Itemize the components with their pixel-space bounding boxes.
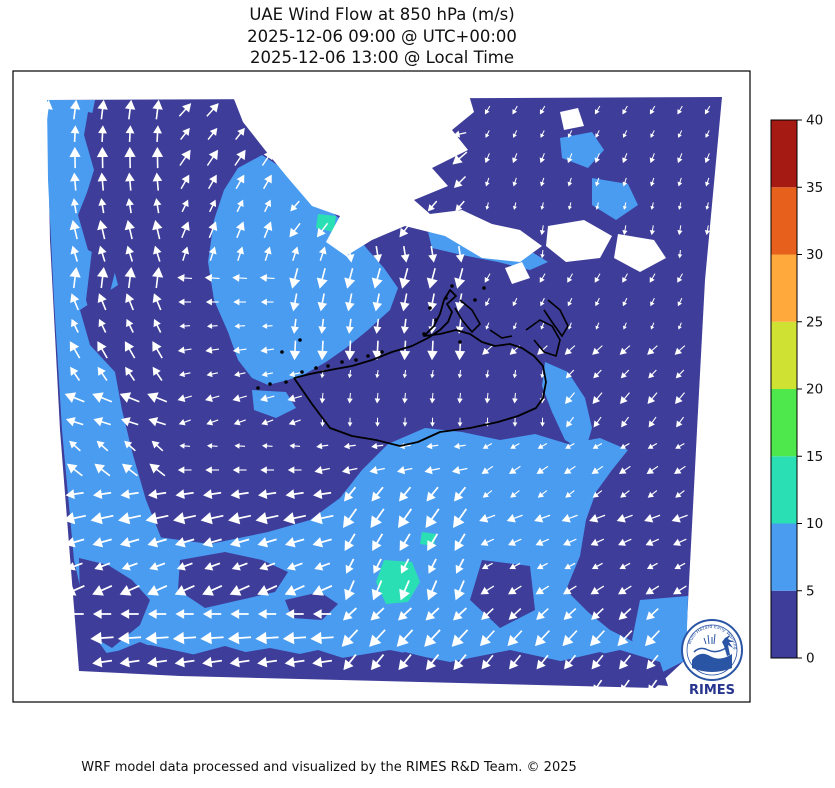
credit-text: WRF model data processed and visualized …	[81, 760, 577, 775]
colorbar-tick-label: 40	[806, 113, 823, 129]
colorbar-tick-label: 30	[806, 247, 823, 263]
island-dot	[354, 358, 358, 362]
island-dot	[268, 382, 272, 386]
colorbar-tick-label: 15	[806, 449, 823, 465]
rimes-palm-graphic	[722, 635, 734, 656]
island-dot	[300, 370, 304, 374]
coast-scribble	[543, 299, 569, 338]
island-dot	[326, 364, 330, 368]
region-gulf-west-band	[47, 100, 170, 645]
island-dot	[473, 298, 477, 302]
region-teal-patch-strait	[316, 214, 336, 232]
rimes-signal-graphic	[703, 633, 716, 645]
colorbar-tick-label: 25	[806, 314, 823, 330]
coast-scribble	[489, 329, 513, 339]
island-dot	[256, 386, 260, 390]
coast-scribble	[525, 319, 561, 358]
island-dot	[340, 360, 344, 364]
region-ne-blob-2	[592, 178, 638, 220]
wind-arrows	[42, 99, 711, 693]
region-dark-bl-block	[79, 558, 150, 648]
region-mask-blob-3	[505, 262, 530, 284]
figure-title: UAE Wind Flow at 850 hPa (m/s)	[249, 5, 515, 24]
coast-scribble	[454, 299, 481, 334]
island-dot	[458, 340, 462, 344]
region-dark-small-blob	[285, 592, 338, 620]
colorbar-tick-label: 0	[806, 651, 815, 667]
colorbar-tick-label: 10	[806, 516, 823, 532]
colorbar-segment	[771, 120, 797, 188]
figure-subtitle-local: 2025-12-06 13:00 @ Local Time	[249, 48, 515, 67]
region-mask-blob-1	[546, 220, 612, 262]
rimes-wave-graphic	[692, 653, 732, 672]
island-dot	[482, 286, 486, 290]
island-dot	[434, 318, 438, 322]
island-dot	[366, 354, 370, 358]
region-dark-bottom-strip	[95, 645, 668, 686]
axes-frame	[12, 70, 751, 703]
region-mask-dot-1	[436, 104, 454, 120]
region-mask-blob-2	[614, 234, 666, 272]
island-dot	[428, 306, 432, 310]
colorbar-segment	[771, 254, 797, 322]
colorbar-segment	[771, 456, 797, 524]
island-dot	[422, 332, 426, 336]
rimes-wordmark: RIMES	[689, 683, 735, 698]
region-east-coast-strip	[542, 362, 592, 452]
colorbar-segment	[771, 389, 797, 457]
colorbar-tick-label: 5	[806, 583, 815, 599]
region-corner-bottom-right	[632, 596, 688, 676]
colorbar-segment	[771, 187, 797, 255]
island-dot	[284, 380, 288, 384]
figure-title-block: UAE Wind Flow at 850 hPa (m/s) 2025-12-0…	[0, 4, 764, 69]
island-dot	[450, 284, 454, 288]
colorbar-segment	[771, 590, 797, 658]
colorbar-segment	[771, 321, 797, 389]
uae-outline	[293, 289, 547, 447]
region-mask-dot-2	[560, 108, 584, 130]
region-mask-zagros	[232, 92, 542, 262]
map-area	[42, 92, 722, 693]
island-dot	[280, 350, 284, 354]
island-dot	[380, 350, 384, 354]
region-coast-lagoon	[252, 390, 296, 418]
colorbar-segment	[771, 523, 797, 591]
colorbar-tick-label: 35	[806, 180, 823, 196]
island-dot	[314, 366, 318, 370]
island-dot	[298, 338, 302, 342]
figure-subtitle-utc: 2025-12-06 09:00 @ UTC+00:00	[247, 26, 517, 46]
colorbar: 0 5 10 15 20 25 30 35 40	[770, 113, 823, 667]
colorbar-tick-label: 20	[806, 382, 823, 398]
island-dot	[444, 296, 448, 300]
